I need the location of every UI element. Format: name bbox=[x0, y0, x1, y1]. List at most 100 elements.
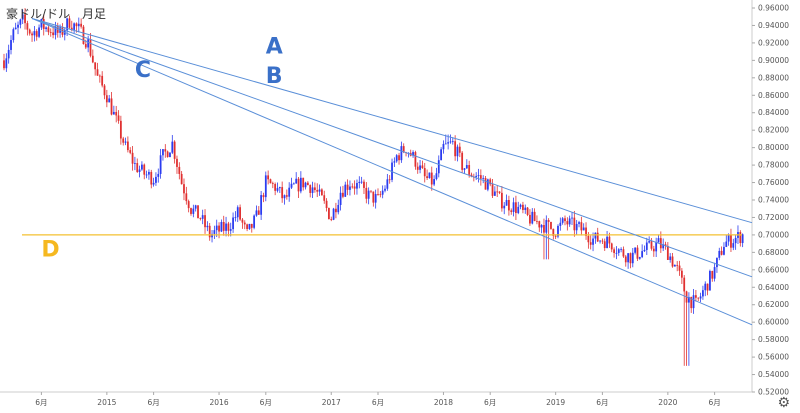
candle-body bbox=[218, 225, 220, 232]
candle-body bbox=[734, 237, 737, 244]
candle-body bbox=[318, 189, 321, 192]
candle-body bbox=[260, 195, 263, 215]
candle-body bbox=[150, 171, 153, 185]
candle-body bbox=[421, 165, 424, 169]
candle-body bbox=[328, 208, 330, 220]
candle-body bbox=[505, 200, 508, 206]
candle-body bbox=[634, 247, 637, 253]
candle-body bbox=[414, 152, 417, 167]
candle-body bbox=[531, 211, 534, 224]
x-tick-label: 6月 bbox=[596, 398, 608, 407]
candle-body bbox=[26, 23, 29, 30]
trendline-b bbox=[31, 18, 753, 278]
candle-body bbox=[54, 26, 57, 36]
candle-body bbox=[372, 191, 375, 203]
candle-body bbox=[652, 248, 655, 252]
candle-body bbox=[98, 75, 101, 77]
candle-body bbox=[358, 181, 361, 184]
candle-body bbox=[332, 208, 335, 220]
candle-body bbox=[124, 141, 127, 143]
candle-body bbox=[290, 183, 293, 188]
x-tick-label: 6月 bbox=[372, 398, 384, 407]
candle-body bbox=[108, 98, 111, 103]
candle-body bbox=[339, 192, 342, 205]
candle-body bbox=[292, 183, 295, 185]
candle-body bbox=[75, 23, 78, 27]
candle-body bbox=[655, 242, 658, 252]
candle-body bbox=[526, 207, 529, 215]
candle-body bbox=[185, 193, 188, 202]
candle-body bbox=[201, 215, 204, 219]
y-tick-label: 0.90000 bbox=[758, 56, 789, 65]
candle-body bbox=[482, 178, 485, 179]
candle-body bbox=[468, 165, 471, 175]
annotation-label-b: B bbox=[266, 64, 283, 89]
candle-body bbox=[550, 221, 552, 229]
x-tick-label: 2019 bbox=[546, 398, 565, 407]
candle-body bbox=[206, 225, 209, 228]
candle-body bbox=[349, 186, 351, 190]
candle-body bbox=[299, 177, 302, 192]
candle-body bbox=[353, 186, 356, 189]
annotation-lines bbox=[22, 17, 753, 326]
trendline-a bbox=[31, 17, 753, 224]
candle-body bbox=[416, 166, 419, 170]
candle-body bbox=[169, 152, 171, 158]
candle-body bbox=[136, 163, 139, 172]
candle-body bbox=[379, 194, 382, 196]
candle-body bbox=[21, 14, 24, 20]
candle-body bbox=[360, 181, 363, 183]
candle-body bbox=[49, 32, 52, 33]
candle-body bbox=[42, 19, 45, 29]
y-tick-label: 0.56000 bbox=[758, 353, 789, 362]
candle-body bbox=[582, 227, 585, 231]
candle-body bbox=[540, 225, 543, 228]
candle-body bbox=[236, 207, 239, 218]
candle-body bbox=[599, 240, 601, 242]
candle-body bbox=[451, 141, 454, 143]
candle-body bbox=[603, 241, 606, 249]
candle-body bbox=[187, 201, 190, 209]
candle-body bbox=[433, 179, 435, 185]
candle-body bbox=[699, 296, 702, 299]
candle-body bbox=[370, 190, 372, 192]
candle-body bbox=[10, 40, 12, 50]
candle-body bbox=[283, 195, 286, 199]
candle-body bbox=[477, 175, 480, 176]
candle-body bbox=[70, 27, 73, 30]
candle-body bbox=[346, 184, 349, 190]
candle-body bbox=[547, 220, 550, 222]
annotation-labels: AB C D bbox=[41, 34, 282, 262]
candle-body bbox=[500, 192, 503, 209]
y-tick-label: 0.96000 bbox=[758, 4, 789, 13]
candle-body bbox=[84, 44, 87, 48]
candle-body bbox=[669, 256, 672, 260]
y-tick-label: 0.74000 bbox=[758, 196, 789, 205]
candle-body bbox=[529, 214, 531, 224]
candle-body bbox=[594, 232, 597, 239]
candle-body bbox=[262, 195, 265, 198]
candle-body bbox=[692, 295, 695, 309]
candle-body bbox=[285, 195, 288, 197]
chart-title: 豪ドル/ドル 月足 bbox=[6, 7, 107, 21]
candle-body bbox=[264, 175, 267, 198]
gear-icon[interactable]: ⚙ bbox=[777, 395, 790, 411]
candle-body bbox=[351, 186, 354, 188]
candle-body bbox=[14, 27, 17, 30]
candle-body bbox=[180, 173, 183, 185]
candle-body bbox=[253, 215, 256, 228]
candle-body bbox=[77, 23, 80, 27]
plot-area bbox=[0, 0, 753, 393]
candle-body bbox=[222, 221, 225, 231]
x-tick-label: 2020 bbox=[658, 398, 677, 407]
candle-body bbox=[131, 152, 134, 164]
candle-body bbox=[82, 26, 85, 45]
candle-body bbox=[47, 27, 50, 33]
candle-body bbox=[5, 58, 8, 69]
candle-body bbox=[493, 191, 496, 196]
candle-body bbox=[711, 270, 714, 279]
candle-body bbox=[103, 85, 106, 96]
candle-body bbox=[587, 235, 590, 243]
y-tick-label: 0.54000 bbox=[758, 370, 789, 379]
